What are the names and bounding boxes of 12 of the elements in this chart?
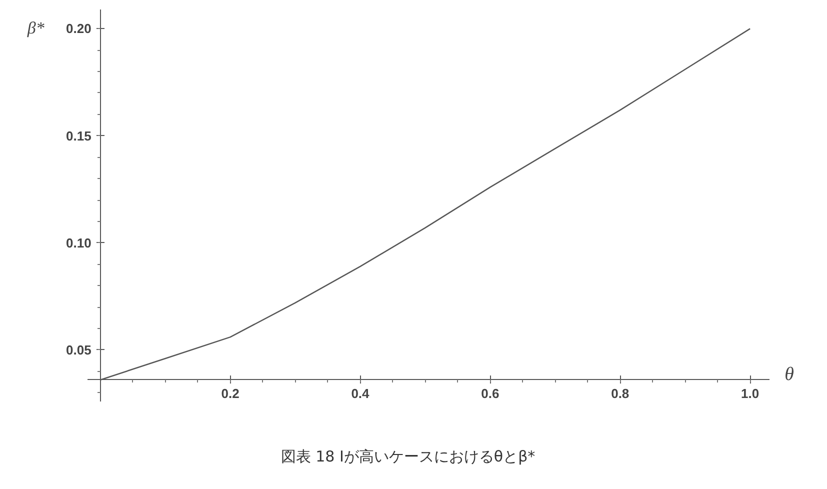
text: 図表 18 Iが高いケースにおけるθとβ* bbox=[280, 448, 536, 466]
x-axis-title: θ bbox=[784, 364, 794, 385]
y-tick-label: 0.15 bbox=[66, 128, 92, 144]
x-tick-label: 0.4 bbox=[351, 386, 370, 401]
y-tick-label: 0.05 bbox=[66, 342, 92, 358]
x-tick-label: 1.0 bbox=[741, 386, 760, 401]
x-tick-label: 0.2 bbox=[221, 386, 240, 401]
x-tick-label: 0.6 bbox=[481, 386, 500, 401]
y-tick-label: 0.20 bbox=[66, 21, 92, 36]
y-axis-title: β* bbox=[26, 18, 45, 38]
x-tick-label: 0.8 bbox=[611, 386, 630, 401]
y-tick-label: 0.10 bbox=[66, 235, 92, 250]
